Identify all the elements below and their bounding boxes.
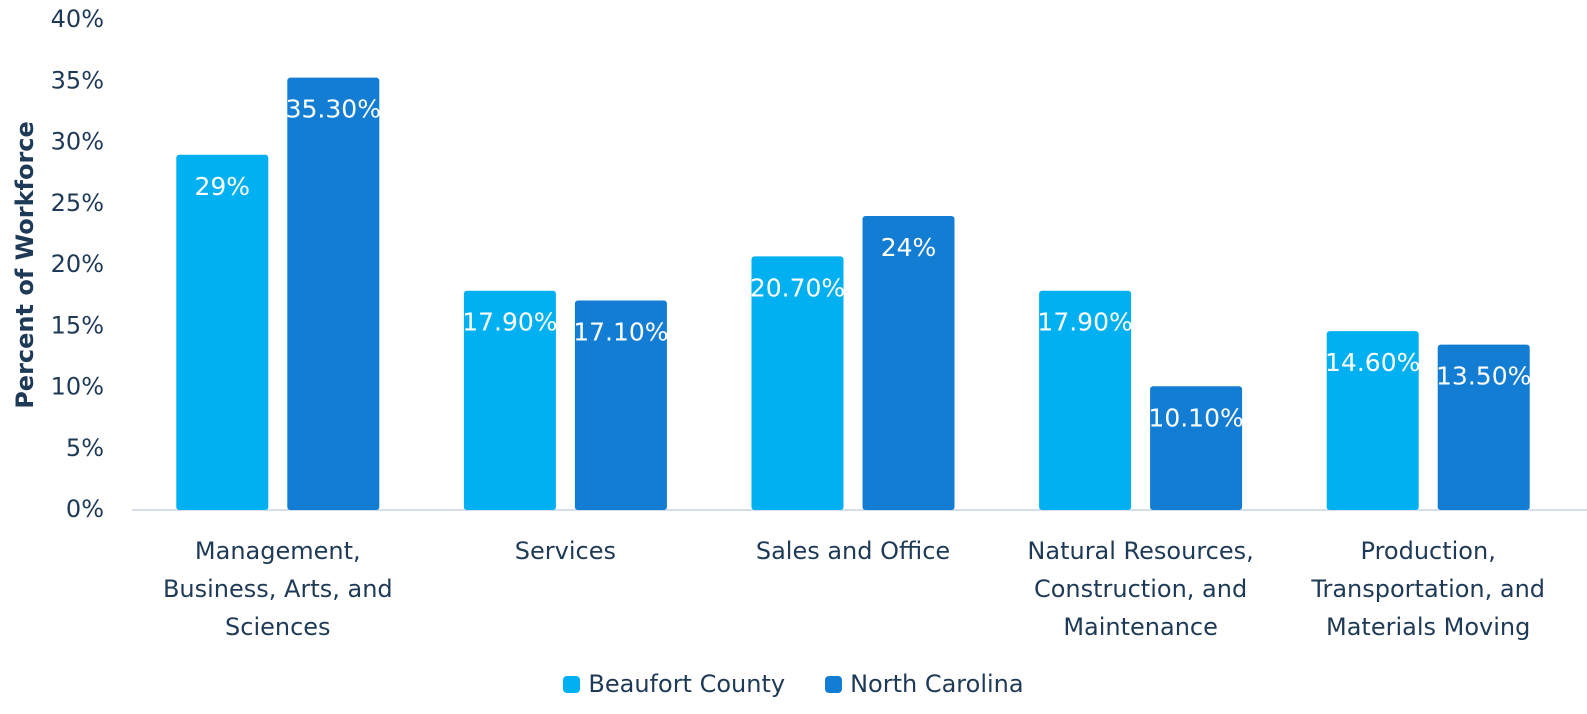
y-tick-label: 35% bbox=[51, 66, 104, 94]
y-tick-label: 25% bbox=[51, 189, 104, 217]
y-axis-label: Percent of Workforce bbox=[11, 121, 39, 409]
bar bbox=[574, 300, 667, 510]
legend-swatch bbox=[825, 675, 843, 693]
x-tick-label: Sales and Office bbox=[755, 537, 951, 565]
bar bbox=[1437, 344, 1530, 510]
legend-item: Beaufort County bbox=[563, 670, 785, 698]
x-tick-label: Services bbox=[514, 537, 616, 565]
data-label: 17.90% bbox=[1037, 308, 1132, 337]
y-tick-label: 20% bbox=[51, 250, 104, 278]
data-label: 14.60% bbox=[1325, 348, 1420, 377]
data-label: 17.10% bbox=[573, 318, 668, 347]
x-tick-label: Natural Resources, Construction, and Mai… bbox=[1027, 537, 1254, 641]
bar bbox=[1326, 331, 1419, 510]
bar bbox=[1150, 386, 1243, 510]
x-tick-label: Production, Transportation, and Material… bbox=[1311, 537, 1546, 641]
bar bbox=[287, 77, 380, 510]
legend-label: North Carolina bbox=[850, 670, 1024, 698]
y-tick-label: 30% bbox=[51, 128, 104, 156]
bar bbox=[176, 154, 269, 510]
legend-item: North Carolina bbox=[825, 670, 1024, 698]
y-tick-label: 15% bbox=[51, 311, 104, 339]
data-label: 20.70% bbox=[750, 273, 845, 302]
data-label: 10.10% bbox=[1148, 403, 1243, 432]
data-label: 13.50% bbox=[1436, 362, 1531, 391]
data-label: 35.30% bbox=[286, 95, 381, 124]
bar bbox=[862, 216, 955, 510]
data-label: 17.90% bbox=[462, 308, 557, 337]
y-tick-label: 5% bbox=[66, 434, 104, 462]
data-label: 24% bbox=[881, 233, 937, 262]
x-tick-label: Management, Business, Arts, and Sciences bbox=[162, 537, 393, 641]
bar bbox=[1039, 290, 1132, 510]
y-tick-label: 10% bbox=[51, 373, 104, 401]
data-label: 29% bbox=[195, 172, 251, 201]
bar bbox=[751, 256, 844, 510]
legend-label: Beaufort County bbox=[588, 670, 786, 698]
legend: Beaufort County North Carolina bbox=[0, 670, 1587, 698]
bar bbox=[463, 290, 556, 510]
y-tick-label: 40% bbox=[51, 5, 104, 33]
legend-swatch bbox=[563, 675, 581, 693]
y-tick-label: 0% bbox=[66, 495, 104, 523]
